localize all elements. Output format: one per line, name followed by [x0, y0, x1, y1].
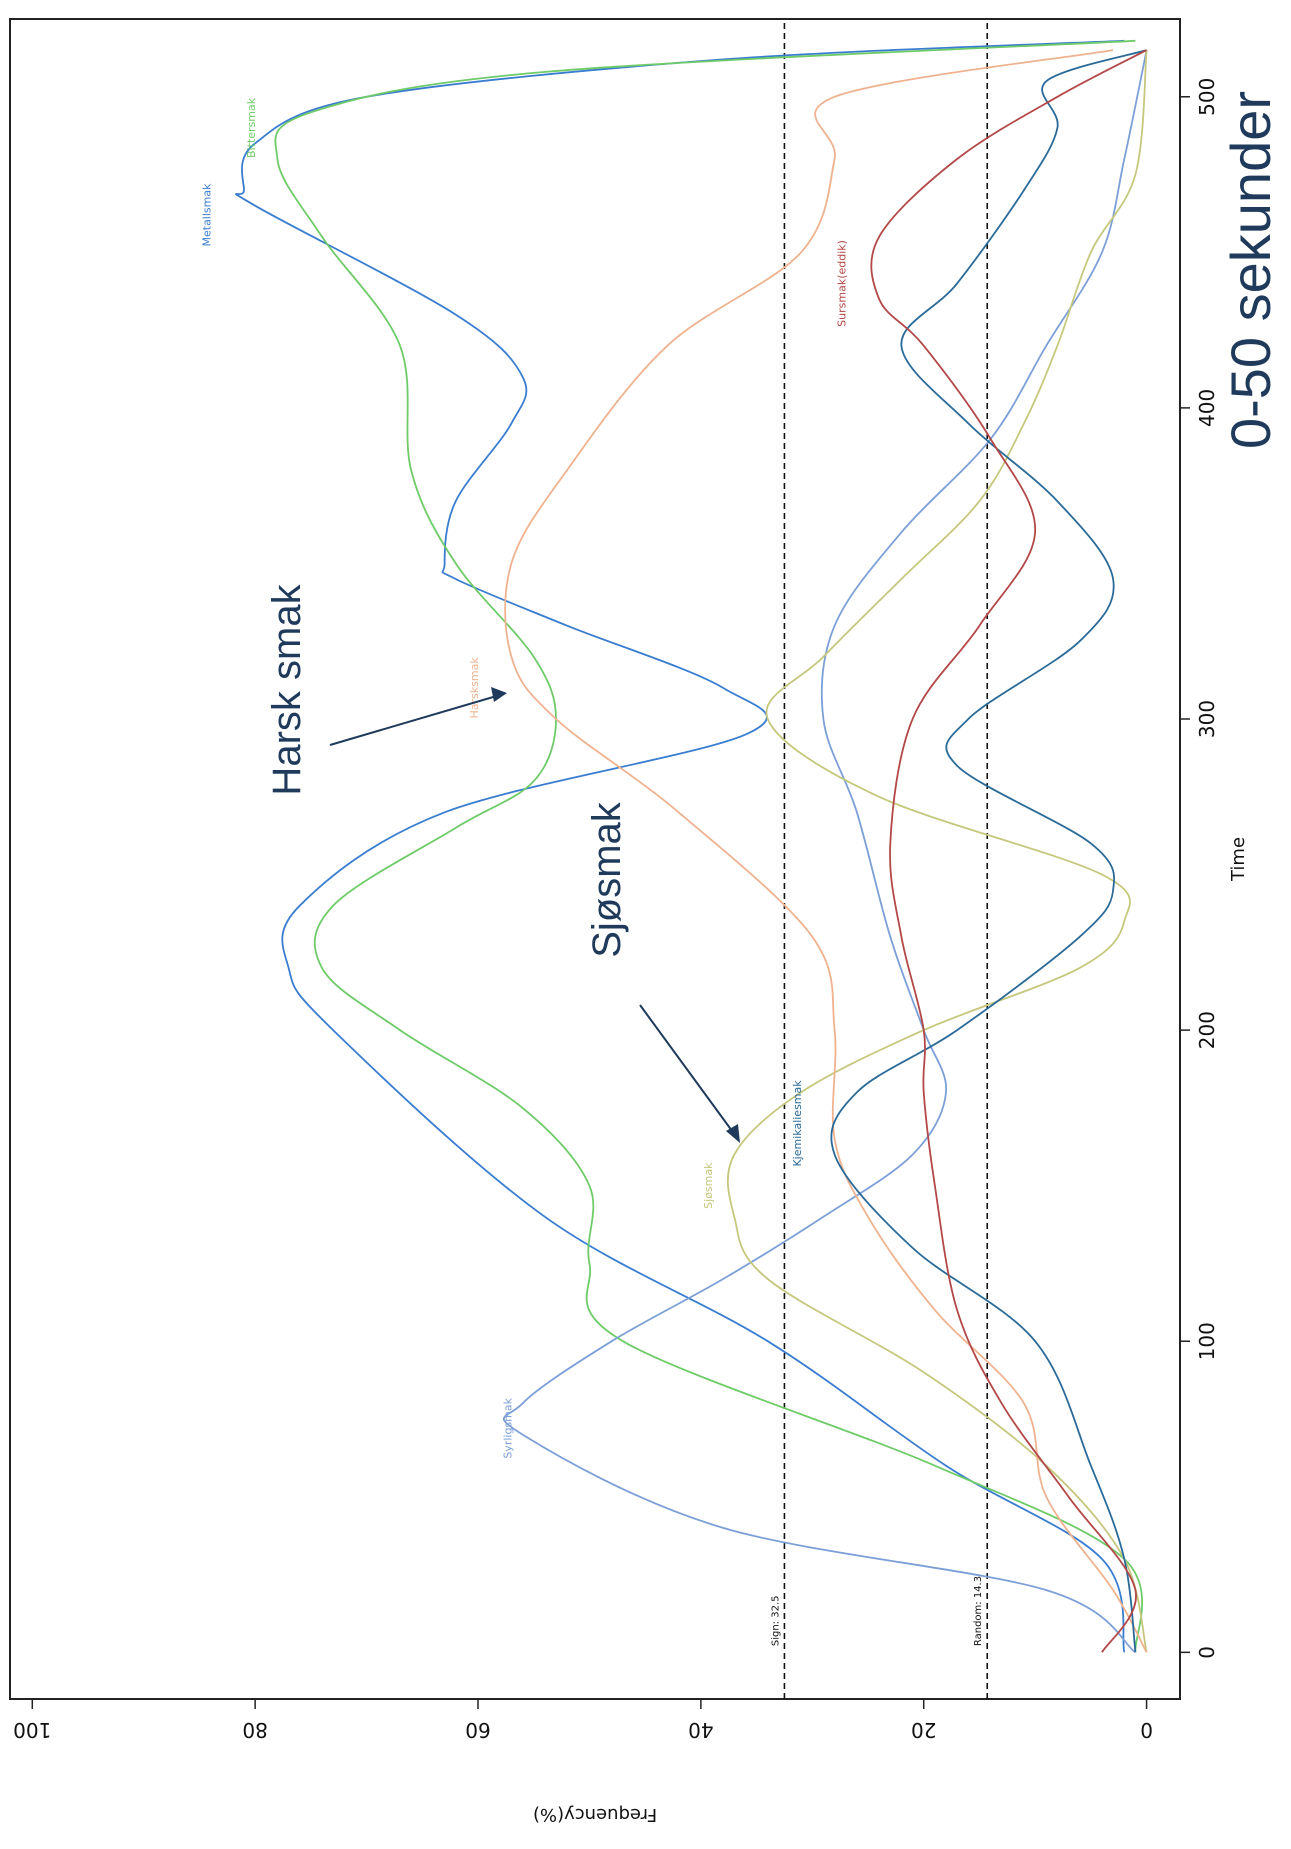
series-line — [504, 49, 1148, 1653]
arrow-sjo-head — [726, 1124, 740, 1143]
series-line — [274, 39, 1143, 1653]
series-label: Bittersmak — [245, 97, 258, 158]
series-label: Metallsmak — [201, 183, 214, 247]
series-line — [870, 49, 1148, 1653]
arrow-harsk-head — [491, 687, 507, 702]
arrow-harsk — [329, 694, 501, 746]
y-tick-label: 80 — [242, 1718, 267, 1742]
rotated-plot: 0 100 200 300 400 500 0 20 40 60 80 100 Time Frequ… — [9, 18, 1249, 1825]
y-tick-label: 20 — [911, 1718, 936, 1742]
annotation-harsk-smak: Harsk smak — [265, 583, 309, 795]
y-tick-label: 100 — [13, 1718, 51, 1742]
x-tick-label: 100 — [1195, 1322, 1219, 1360]
arrow-sjo — [639, 1004, 736, 1136]
reference-line-label: Random: 14.3 — [973, 1576, 984, 1646]
x-tick-label: 400 — [1195, 389, 1219, 427]
series-label: Kjemikaliesmak — [791, 1080, 804, 1167]
annotation-sjosmak: Sjøsmak — [585, 801, 629, 958]
series-label: Sursmak(eddik) — [836, 240, 849, 327]
series-label: Sjøsmak — [702, 1162, 715, 1209]
annotations: Harsk smak Sjøsmak 0-50 sekunder — [265, 91, 1282, 1143]
x-tick-label: 200 — [1195, 1011, 1219, 1049]
series-lines — [235, 39, 1148, 1654]
reference-line-label: Sign: 32.5 — [770, 1595, 781, 1646]
x-axis-ticks: 0 100 200 300 400 500 — [1180, 78, 1219, 1659]
y-tick-label: 60 — [465, 1718, 490, 1742]
x-tick-label: 300 — [1195, 700, 1219, 738]
x-tick-label: 0 — [1195, 1646, 1219, 1659]
series-line — [830, 49, 1147, 1653]
series-label: Harsksmak — [468, 657, 481, 719]
x-axis-label: Time — [1228, 837, 1249, 882]
series-line — [726, 50, 1148, 1653]
plot-frame — [9, 18, 1181, 1700]
series-line — [235, 39, 1126, 1653]
y-axis-label: Frequency(%) — [533, 1804, 657, 1825]
reference-lines: Sign: 32.5 Random: 14.3 — [770, 19, 989, 1699]
annotation-time-range: 0-50 sekunder — [1219, 91, 1282, 449]
y-tick-label: 40 — [688, 1718, 713, 1742]
y-tick-label: 0 — [1140, 1718, 1153, 1742]
series-label: Syrligsmak — [501, 1397, 514, 1458]
series-labels: Metallsmak Bittersmak Syrligsmak Sjøsmak Har… — [201, 97, 849, 1458]
y-axis-ticks: 0 20 40 60 80 100 — [13, 1699, 1153, 1742]
series-line — [503, 49, 1148, 1654]
x-tick-label: 500 — [1195, 78, 1219, 116]
